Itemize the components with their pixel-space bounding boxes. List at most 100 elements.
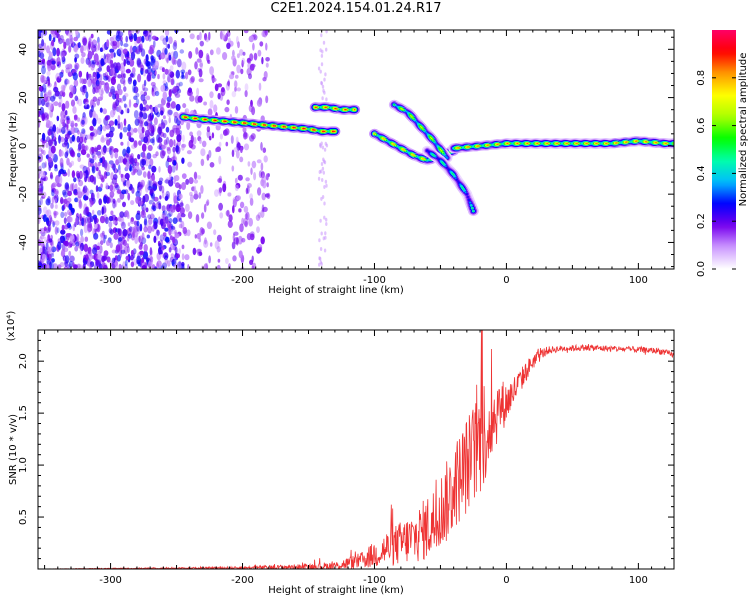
noise-speckle [265,173,269,181]
noise-speckle [234,86,237,92]
noise-speckle [117,31,124,37]
noise-speckle [117,88,123,96]
noise-speckle [38,150,41,158]
noise-speckle [96,144,102,150]
noise-speckle [257,49,262,57]
noise-speckle [47,91,52,96]
noise-speckle [87,222,92,229]
noise-speckle [76,117,81,122]
noise-speckle [248,35,254,43]
noise-speckle [142,112,148,120]
noise-speckle [64,182,70,190]
noise-speckle [85,254,89,262]
noise-speckle [168,116,171,124]
noise-speckle [148,199,153,205]
noise-speckle [318,238,321,243]
noise-speckle [238,250,243,259]
noise-speckle [51,258,55,263]
noise-speckle [217,258,221,263]
noise-speckle [137,73,142,83]
noise-speckle [78,200,83,209]
noise-speckle [113,148,119,154]
noise-speckle [80,45,84,54]
noise-speckle [133,140,138,148]
spectrogram-y-tick-label: -20 [18,186,29,202]
noise-speckle [262,206,268,212]
noise-speckle [155,151,159,157]
noise-speckle [226,42,231,49]
noise-speckle [159,250,163,255]
noise-speckle [86,153,90,158]
noise-speckle [139,117,144,124]
noise-speckle [81,135,85,143]
noise-speckle [70,235,75,243]
noise-speckle [167,99,171,107]
noise-speckle [205,201,209,207]
noise-speckle [104,115,109,121]
noise-speckle [38,97,42,106]
noise-speckle [97,36,100,44]
noise-speckle [70,99,76,107]
noise-speckle [206,199,210,206]
noise-speckle [181,263,185,269]
noise-speckle [95,83,101,90]
noise-speckle [50,174,54,180]
noise-speckle [152,136,155,146]
noise-speckle [105,124,110,130]
noise-speckle [221,33,225,41]
noise-speckle [162,73,166,80]
ridge-blob [433,140,435,142]
noise-speckle [38,217,41,225]
noise-speckle [187,87,193,93]
ridge-blob [334,130,336,133]
noise-speckle [74,122,78,127]
colorbar-tick-label: 0.4 [696,165,707,181]
noise-speckle [248,73,252,80]
noise-speckle [321,145,325,150]
noise-speckle [127,124,131,132]
noise-speckle [82,165,88,174]
noise-speckle [161,67,165,73]
noise-speckle [184,71,189,80]
noise-speckle [38,200,41,207]
noise-speckle [170,101,176,109]
noise-speckle [324,141,327,146]
noise-speckle [232,49,235,57]
noise-speckle [166,96,172,102]
noise-speckle [172,236,176,244]
noise-speckle [62,169,66,175]
noise-speckle [139,182,144,189]
noise-speckle [127,222,131,227]
noise-speckle [218,141,222,148]
noise-speckle [97,67,103,72]
noise-speckle [164,216,169,224]
noise-speckle [134,231,139,238]
noise-speckle [91,192,95,202]
noise-speckle [265,62,269,68]
ridge-blob [417,123,420,125]
noise-speckle [195,47,199,55]
noise-speckle [325,47,328,52]
noise-speckle [76,152,81,158]
noise-speckle [140,210,146,219]
noise-speckle [149,123,153,132]
ridge-blob [436,144,438,146]
noise-speckle [126,141,130,147]
noise-speckle [60,197,64,205]
noise-speckle [106,240,111,246]
noise-speckle [39,52,45,59]
noise-speckle [186,229,191,237]
noise-speckle [104,161,108,171]
noise-speckle [232,255,237,262]
noise-speckle [67,190,72,197]
noise-speckle [102,205,107,214]
ridge-blob [441,151,444,153]
noise-speckle [100,233,105,243]
noise-speckle [195,214,200,223]
ridge-blob [465,191,467,194]
noise-speckle [52,221,55,228]
noise-speckle [136,57,142,66]
noise-speckle [114,151,118,159]
noise-speckle [116,48,122,57]
noise-speckle [125,255,130,261]
